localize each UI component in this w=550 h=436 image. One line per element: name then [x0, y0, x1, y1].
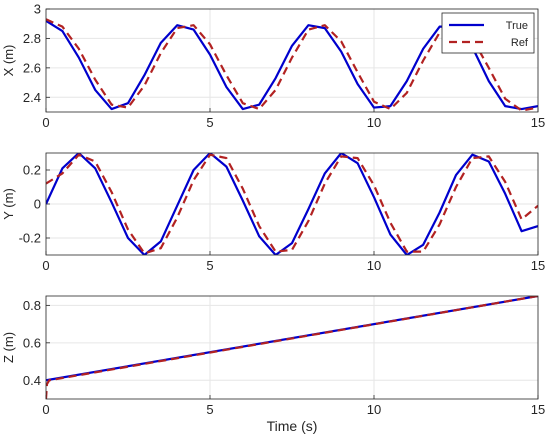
y-tick-label: 2.8: [23, 31, 41, 46]
axes-box: [45, 295, 539, 400]
x-tick-label: 10: [367, 115, 381, 130]
axes-box: [45, 8, 539, 113]
legend-label-ref: Ref: [511, 37, 529, 49]
y-tick-label: 0: [34, 197, 41, 212]
series-line-true: [46, 153, 538, 255]
x-tick-label: 0: [42, 115, 49, 130]
x-tick-label: 15: [531, 258, 545, 273]
axes-box: [45, 152, 539, 256]
y-tick-label: 0.4: [23, 373, 41, 388]
x-tick-label: 5: [206, 258, 213, 273]
x-tick-label: 15: [531, 115, 545, 130]
subplot-1: 0 5 10 15 2.4 2.6 2.8 3 X (m) True Ref: [1, 2, 545, 131]
x-tick-label: 10: [367, 402, 381, 417]
x-tick-label: 0: [42, 402, 49, 417]
series-line-ref: [46, 296, 538, 399]
y-axis-label: Z (m): [1, 332, 16, 363]
y-tick-label: 0.2: [23, 163, 41, 178]
series-line-ref: [46, 153, 538, 255]
x-axis-label: Time (s): [267, 418, 318, 434]
x-tick-label: 15: [531, 402, 545, 417]
x-tick-label: 5: [206, 115, 213, 130]
y-axis-label: Y (m): [1, 188, 16, 220]
y-tick-label: 2.4: [23, 90, 41, 105]
legend-box: [441, 12, 535, 54]
legend: True Ref: [441, 12, 535, 54]
subplot-2: 0 5 10 15-0.200.2Y (m): [1, 152, 545, 273]
legend-label-true: True: [506, 20, 528, 32]
x-tick-label: 10: [367, 258, 381, 273]
y-tick-label: 0.6: [23, 335, 41, 350]
y-axis-label: X (m): [1, 45, 16, 77]
y-tick-label: 0.8: [23, 298, 41, 313]
x-tick-label: 0: [42, 258, 49, 273]
x-tick-label: 5: [206, 402, 213, 417]
y-tick-label: 3: [34, 2, 41, 17]
plot-area: [46, 296, 538, 399]
y-tick-label: -0.2: [19, 231, 41, 246]
y-tick-label: 2.6: [23, 60, 41, 75]
subplot-3: 0 5 10 15 0.4 0.6 0.8 Z (m) Time (s): [1, 295, 545, 434]
